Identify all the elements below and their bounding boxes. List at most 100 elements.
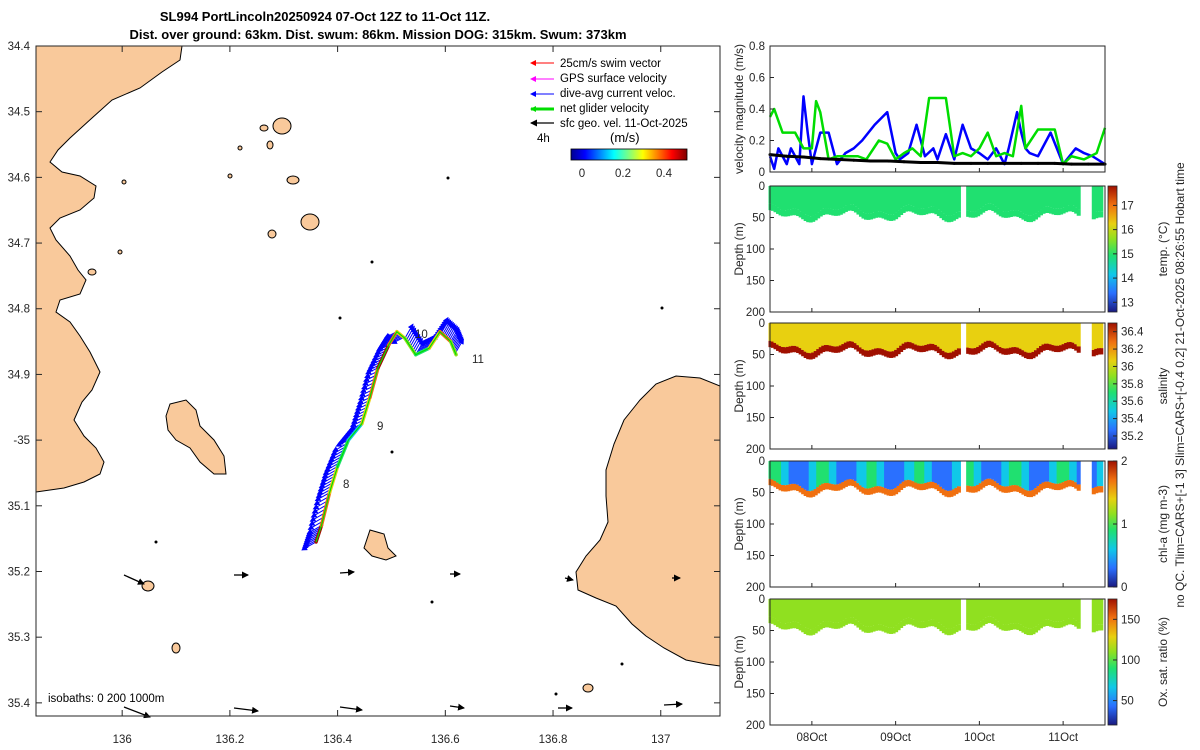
depth-sample-upper	[1041, 599, 1046, 621]
depth-sample-upper	[931, 599, 936, 620]
colorbar-tick-label: 36	[1121, 361, 1134, 373]
depth-sample-lower	[833, 209, 838, 216]
depth-sample-lower	[1046, 206, 1051, 214]
depth-sample-lower	[1006, 624, 1011, 631]
depth-sample-lower	[1013, 623, 1018, 630]
depth-sample-upper	[1028, 599, 1033, 629]
depth-sample-lower	[1096, 211, 1101, 218]
land-yorke-peninsula	[575, 375, 720, 667]
depth-sample-upper	[1054, 461, 1059, 484]
depth-sample-lower	[1074, 620, 1079, 627]
depth-sample-upper	[791, 323, 796, 346]
depth-sample-upper	[1056, 323, 1061, 346]
depth-sample-lower	[941, 213, 946, 221]
depth-sample-lower	[929, 481, 934, 489]
depth-sample-lower	[889, 627, 894, 634]
depth-sample-upper	[1054, 323, 1059, 346]
depth-sample-lower	[871, 349, 876, 356]
depth-sample-upper	[929, 186, 934, 207]
depth-ytick-label: 100	[746, 519, 765, 531]
map-ytick-label: 34.8	[8, 304, 30, 316]
depth-sample-lower	[833, 622, 838, 629]
depth-sample-upper	[1069, 599, 1074, 618]
depth-sample-upper	[856, 186, 861, 209]
depth-sample-lower	[856, 208, 861, 215]
depth-sample-lower	[838, 621, 843, 628]
depth-sample-upper	[1006, 599, 1011, 625]
depth-sample-lower	[993, 206, 998, 213]
depth-sample-lower	[971, 624, 976, 631]
depth-sample-upper	[869, 461, 873, 489]
depth-sample-upper	[771, 323, 776, 342]
depth-sample-lower	[939, 211, 944, 219]
depth-sample-lower	[886, 351, 891, 358]
depth-sample-lower	[783, 210, 788, 217]
depth-sample-lower	[796, 622, 801, 630]
depth-sample-upper	[776, 186, 781, 208]
net-glider-velocity-line	[315, 330, 457, 543]
depth-sample-lower	[831, 484, 836, 491]
depth-sample-lower	[1059, 345, 1064, 352]
depth-sample-lower	[921, 483, 926, 490]
depth-sample-upper	[771, 461, 776, 480]
depth-sample-lower	[904, 480, 909, 487]
depth-sample-lower	[886, 489, 891, 496]
depth-sample-upper	[828, 599, 833, 622]
depth-sample-lower	[881, 349, 886, 356]
land-islet	[430, 600, 434, 604]
depth-sample-lower	[926, 620, 931, 627]
depth-sample-lower	[1051, 621, 1056, 628]
dive-avg-current-vector	[311, 504, 327, 514]
depth-sample-lower	[853, 481, 858, 488]
dive-avg-current-vector	[391, 337, 405, 344]
map-ytick-label: 35.2	[8, 566, 30, 578]
depth-sample-lower	[909, 342, 914, 349]
depth-sample-lower	[944, 628, 949, 635]
depth-sample-upper	[949, 323, 954, 353]
depth-sample-lower	[986, 203, 991, 211]
depth-sample-upper	[841, 186, 846, 208]
depth-sample-upper	[1076, 599, 1081, 623]
depth-sample-upper	[954, 461, 959, 488]
depth-sample-lower	[853, 206, 858, 213]
depth-sample-upper	[1001, 186, 1006, 212]
depth-sample-lower	[1036, 348, 1041, 355]
depth-sample-upper	[901, 599, 906, 620]
depth-sample-upper	[904, 323, 909, 343]
legend-gps-surface-velocity: GPS surface velocity	[560, 73, 667, 85]
depth-sample-upper	[1091, 461, 1096, 489]
depth-ytick-label: 150	[746, 689, 765, 701]
map-panel: SL994 PortLincoln20250924 07-Oct 12Z to …	[8, 9, 721, 746]
depth-sample-upper	[949, 599, 954, 629]
speed-colorbar-tick: 0	[579, 168, 585, 180]
depth-sample-lower	[998, 623, 1003, 630]
depth-panel-4: 0 50 100 150 200 Depth (m) 50 100 150 Ox. sat. ra…	[732, 594, 1170, 744]
date-xtick-label: 08Oct	[797, 732, 828, 744]
depth-sample-lower	[949, 628, 954, 635]
depth-sample-lower	[901, 619, 906, 626]
depth-colorbar	[1107, 185, 1118, 313]
depth-sample-lower	[881, 487, 886, 494]
geo-velocity-arrow	[564, 575, 574, 582]
depth-sample-upper	[1051, 186, 1056, 209]
map-ytick-label: 35.4	[8, 698, 31, 710]
depth-sample-lower	[973, 624, 978, 631]
geo-velocity-arrow	[449, 703, 465, 711]
depth-sample-lower	[876, 486, 881, 493]
depth-sample-lower	[1023, 489, 1028, 497]
depth-sample-lower	[986, 340, 991, 348]
depth-sample-lower	[978, 621, 983, 628]
depth-sample-lower	[1069, 204, 1074, 212]
depth-sample-upper	[816, 323, 821, 350]
depth-sample-upper	[919, 461, 924, 484]
depth-sample-lower	[788, 484, 793, 491]
colorbar-tick-label: 35.4	[1121, 414, 1144, 426]
depth-sample-lower	[1031, 627, 1036, 635]
depth-sample-lower	[1061, 344, 1066, 351]
depth-sample-upper	[833, 599, 838, 623]
depth-sample-upper	[1016, 599, 1021, 624]
depth-sample-upper	[981, 186, 986, 207]
depth-sample-lower	[956, 211, 961, 218]
depth-sample-lower	[786, 346, 791, 354]
dive-avg-current-vector	[321, 469, 337, 479]
